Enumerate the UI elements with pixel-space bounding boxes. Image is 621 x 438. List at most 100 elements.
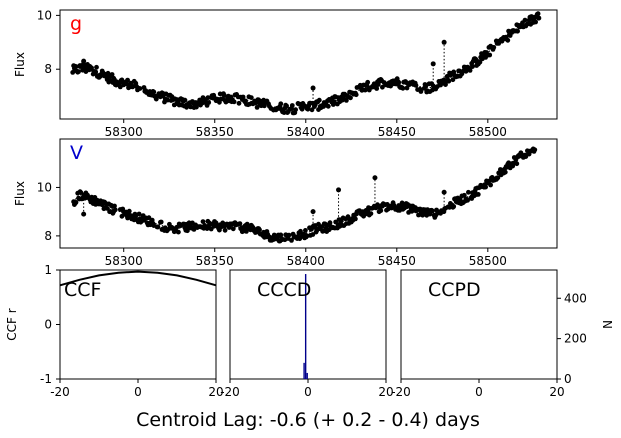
v-band-point	[257, 227, 262, 233]
v-band-point	[465, 197, 470, 203]
g-band-point	[535, 11, 541, 17]
v-band-ytick-label: 10	[37, 180, 52, 194]
v-band-point	[200, 219, 206, 225]
g-band-points	[70, 11, 542, 116]
ccpd-ytick-label: 400	[564, 291, 587, 305]
g-band-point	[374, 86, 380, 91]
v-band-point	[475, 192, 481, 197]
v-band-point	[237, 221, 243, 227]
v-band-point	[514, 161, 520, 167]
g-band-point	[293, 107, 298, 113]
ccf-ylabel: CCF r	[5, 308, 19, 340]
v-band-point	[532, 147, 538, 153]
ccpd-xtick-label: -20	[391, 385, 411, 399]
g-band-point	[413, 83, 419, 88]
g-band-point	[533, 19, 538, 25]
g-band-spike-point	[81, 58, 87, 64]
g-band-point	[477, 59, 483, 65]
v-band-xtick-label: 58350	[196, 254, 234, 268]
g-band-point	[515, 28, 520, 34]
g-band-point	[463, 68, 469, 74]
v-band-point	[112, 207, 118, 213]
g-band-point	[284, 103, 289, 109]
g-band-frame	[59, 9, 558, 120]
v-band-point	[523, 154, 529, 160]
v-band-point	[502, 169, 508, 175]
ccpd-xtick-label: 20	[549, 385, 564, 399]
v-band-xtick-label: 58500	[469, 254, 507, 268]
g-band-point	[137, 86, 143, 91]
v-band-band-label: V	[70, 142, 83, 164]
v-band-point	[488, 182, 493, 188]
v-band-point	[430, 208, 435, 214]
v-band-point	[73, 200, 79, 205]
v-band-point	[368, 211, 374, 217]
ccf-ytick-label: -1	[40, 372, 52, 386]
g-band-point	[278, 101, 284, 107]
g-band-point	[400, 85, 406, 91]
g-band-point	[505, 37, 511, 43]
g-band-point	[254, 105, 260, 110]
v-band-point	[136, 211, 142, 217]
v-band-ylabel: Flux	[13, 181, 27, 206]
g-band-point	[467, 68, 473, 73]
v-band-point	[457, 197, 463, 202]
v-band-frame	[59, 138, 558, 249]
g-band-xtick-label: 58300	[105, 125, 143, 139]
g-band-ytick-label: 8	[44, 62, 52, 76]
v-band-point	[483, 184, 488, 190]
v-band-xtick-label: 58400	[287, 254, 325, 268]
v-band-point	[112, 203, 117, 209]
v-band-point	[378, 208, 384, 214]
v-band-xtick-label: 58300	[105, 254, 143, 268]
g-band-point	[325, 103, 331, 109]
g-band-point	[281, 110, 287, 115]
cccd-bar	[306, 372, 308, 379]
cccd-bar	[303, 362, 305, 379]
cccd-xtick-label: -20	[220, 385, 240, 399]
ccf-line	[59, 270, 217, 287]
ccf-xtick-label: 20	[208, 385, 223, 399]
g-band-point	[522, 17, 528, 23]
v-band-point	[461, 192, 467, 198]
v-band-point	[104, 206, 110, 211]
g-band-point	[365, 79, 371, 85]
g-band-point	[380, 84, 385, 90]
cccd-xtick-label: 0	[304, 385, 312, 399]
g-band-ylabel: Flux	[13, 52, 27, 77]
g-band-point	[248, 95, 254, 100]
g-band-point	[240, 94, 246, 100]
g-band-point	[262, 103, 267, 109]
g-band-point	[404, 85, 410, 91]
ccf-panel-label: CCF	[64, 279, 101, 301]
ccf-ytick-label: 1	[44, 263, 52, 277]
ccpd-ytick-label: 0	[564, 372, 572, 386]
v-band-point	[155, 224, 161, 230]
g-band-dotted-line	[72, 16, 540, 109]
g-band-point	[289, 103, 295, 108]
v-band-xtick-label: 58450	[378, 254, 416, 268]
v-band-point	[495, 175, 501, 181]
v-band-ytick-label: 8	[44, 229, 52, 243]
g-band-xtick-label: 58350	[196, 125, 234, 139]
g-band-point	[470, 64, 475, 69]
v-band-point	[303, 228, 308, 233]
g-band-point	[221, 93, 227, 98]
g-band-point	[70, 70, 76, 75]
g-band-point	[236, 100, 242, 106]
v-band-point	[278, 232, 284, 238]
g-band-point	[94, 64, 99, 70]
v-band-point	[126, 208, 132, 214]
g-band-point	[353, 92, 359, 98]
v-band-point	[466, 189, 471, 195]
g-band-point	[348, 95, 353, 101]
ccpd-ytick-label: 200	[564, 332, 587, 346]
v-band-point	[286, 232, 292, 238]
ccf-ytick-label: 0	[44, 318, 52, 332]
g-band-point	[93, 69, 99, 75]
v-band-spike-point	[336, 187, 342, 193]
v-band-point	[298, 228, 303, 234]
